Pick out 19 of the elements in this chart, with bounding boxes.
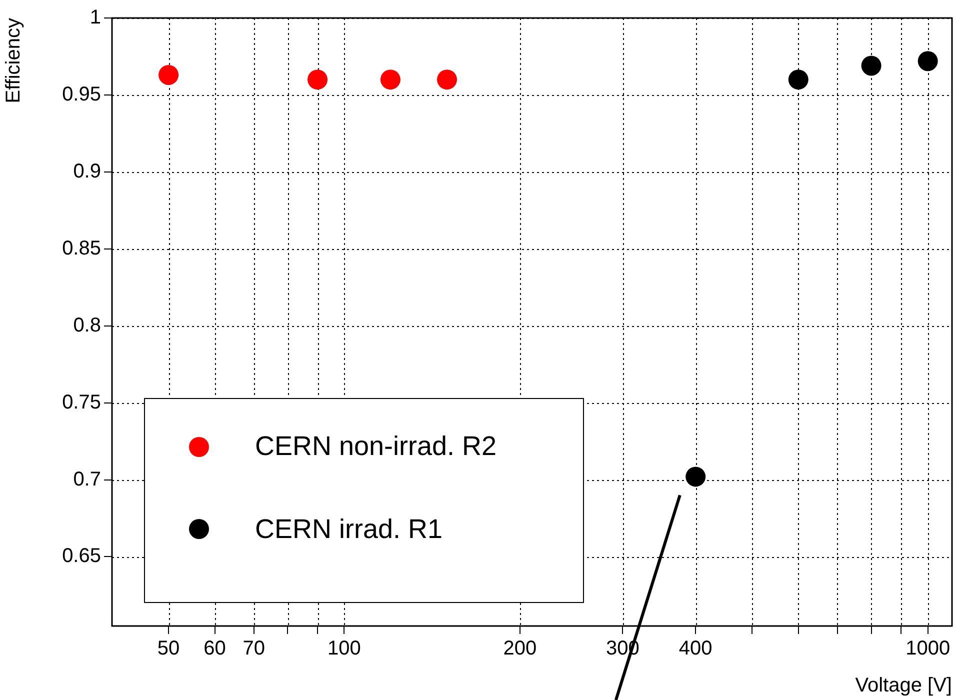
y-tick-label: 0.75 bbox=[62, 391, 101, 414]
y-tick-label: 0.85 bbox=[62, 237, 101, 260]
x-tick-label: 200 bbox=[503, 638, 537, 660]
x-tick-label: 1000 bbox=[906, 638, 950, 660]
x-tick-label: 50 bbox=[157, 638, 180, 660]
x-tick-label: 60 bbox=[204, 638, 226, 660]
x-tick-label: 100 bbox=[328, 638, 361, 660]
y-tick-label: 0.8 bbox=[73, 314, 101, 336]
y-tick-label: 0.95 bbox=[62, 83, 101, 106]
x-tick-label: 70 bbox=[242, 638, 265, 660]
y-tick-label: 0.9 bbox=[73, 160, 101, 182]
x-tick-label: 400 bbox=[678, 638, 712, 660]
y-tick-label: 0.7 bbox=[73, 468, 101, 490]
y-tick-label: 1 bbox=[90, 6, 101, 29]
x-axis-title: Voltage [V] bbox=[855, 674, 952, 697]
y-axis-title: Efficiency bbox=[2, 18, 25, 104]
y-tick-label: 0.65 bbox=[62, 545, 101, 568]
legend-label: CERN irrad. R1 bbox=[255, 514, 443, 544]
legend-label: CERN non-irrad. R2 bbox=[255, 431, 497, 462]
